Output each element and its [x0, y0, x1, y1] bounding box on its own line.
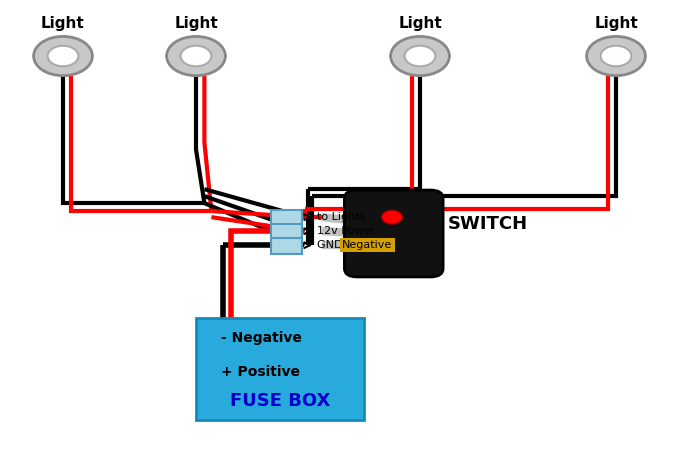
- Circle shape: [391, 36, 449, 76]
- Text: to Lights: to Lights: [317, 212, 365, 222]
- FancyBboxPatch shape: [344, 190, 443, 277]
- Circle shape: [48, 46, 78, 66]
- Text: GND,: GND,: [317, 240, 349, 250]
- Text: Light: Light: [174, 16, 218, 31]
- FancyBboxPatch shape: [271, 238, 302, 254]
- Text: SWITCH: SWITCH: [448, 215, 528, 233]
- Text: - Negative: - Negative: [220, 331, 302, 345]
- Text: + Positive: + Positive: [220, 365, 300, 379]
- Text: Negative: Negative: [342, 240, 393, 250]
- Circle shape: [405, 46, 435, 66]
- Circle shape: [167, 36, 225, 76]
- Text: 12v Power: 12v Power: [317, 226, 375, 236]
- Circle shape: [181, 46, 211, 66]
- Text: FUSE BOX: FUSE BOX: [230, 392, 330, 410]
- FancyBboxPatch shape: [196, 318, 364, 420]
- Circle shape: [382, 210, 402, 224]
- Circle shape: [587, 36, 645, 76]
- FancyBboxPatch shape: [271, 210, 302, 226]
- Text: Light: Light: [398, 16, 442, 31]
- Circle shape: [34, 36, 92, 76]
- FancyBboxPatch shape: [271, 224, 302, 240]
- Text: Light: Light: [41, 16, 85, 31]
- Circle shape: [601, 46, 631, 66]
- Text: Light: Light: [594, 16, 638, 31]
